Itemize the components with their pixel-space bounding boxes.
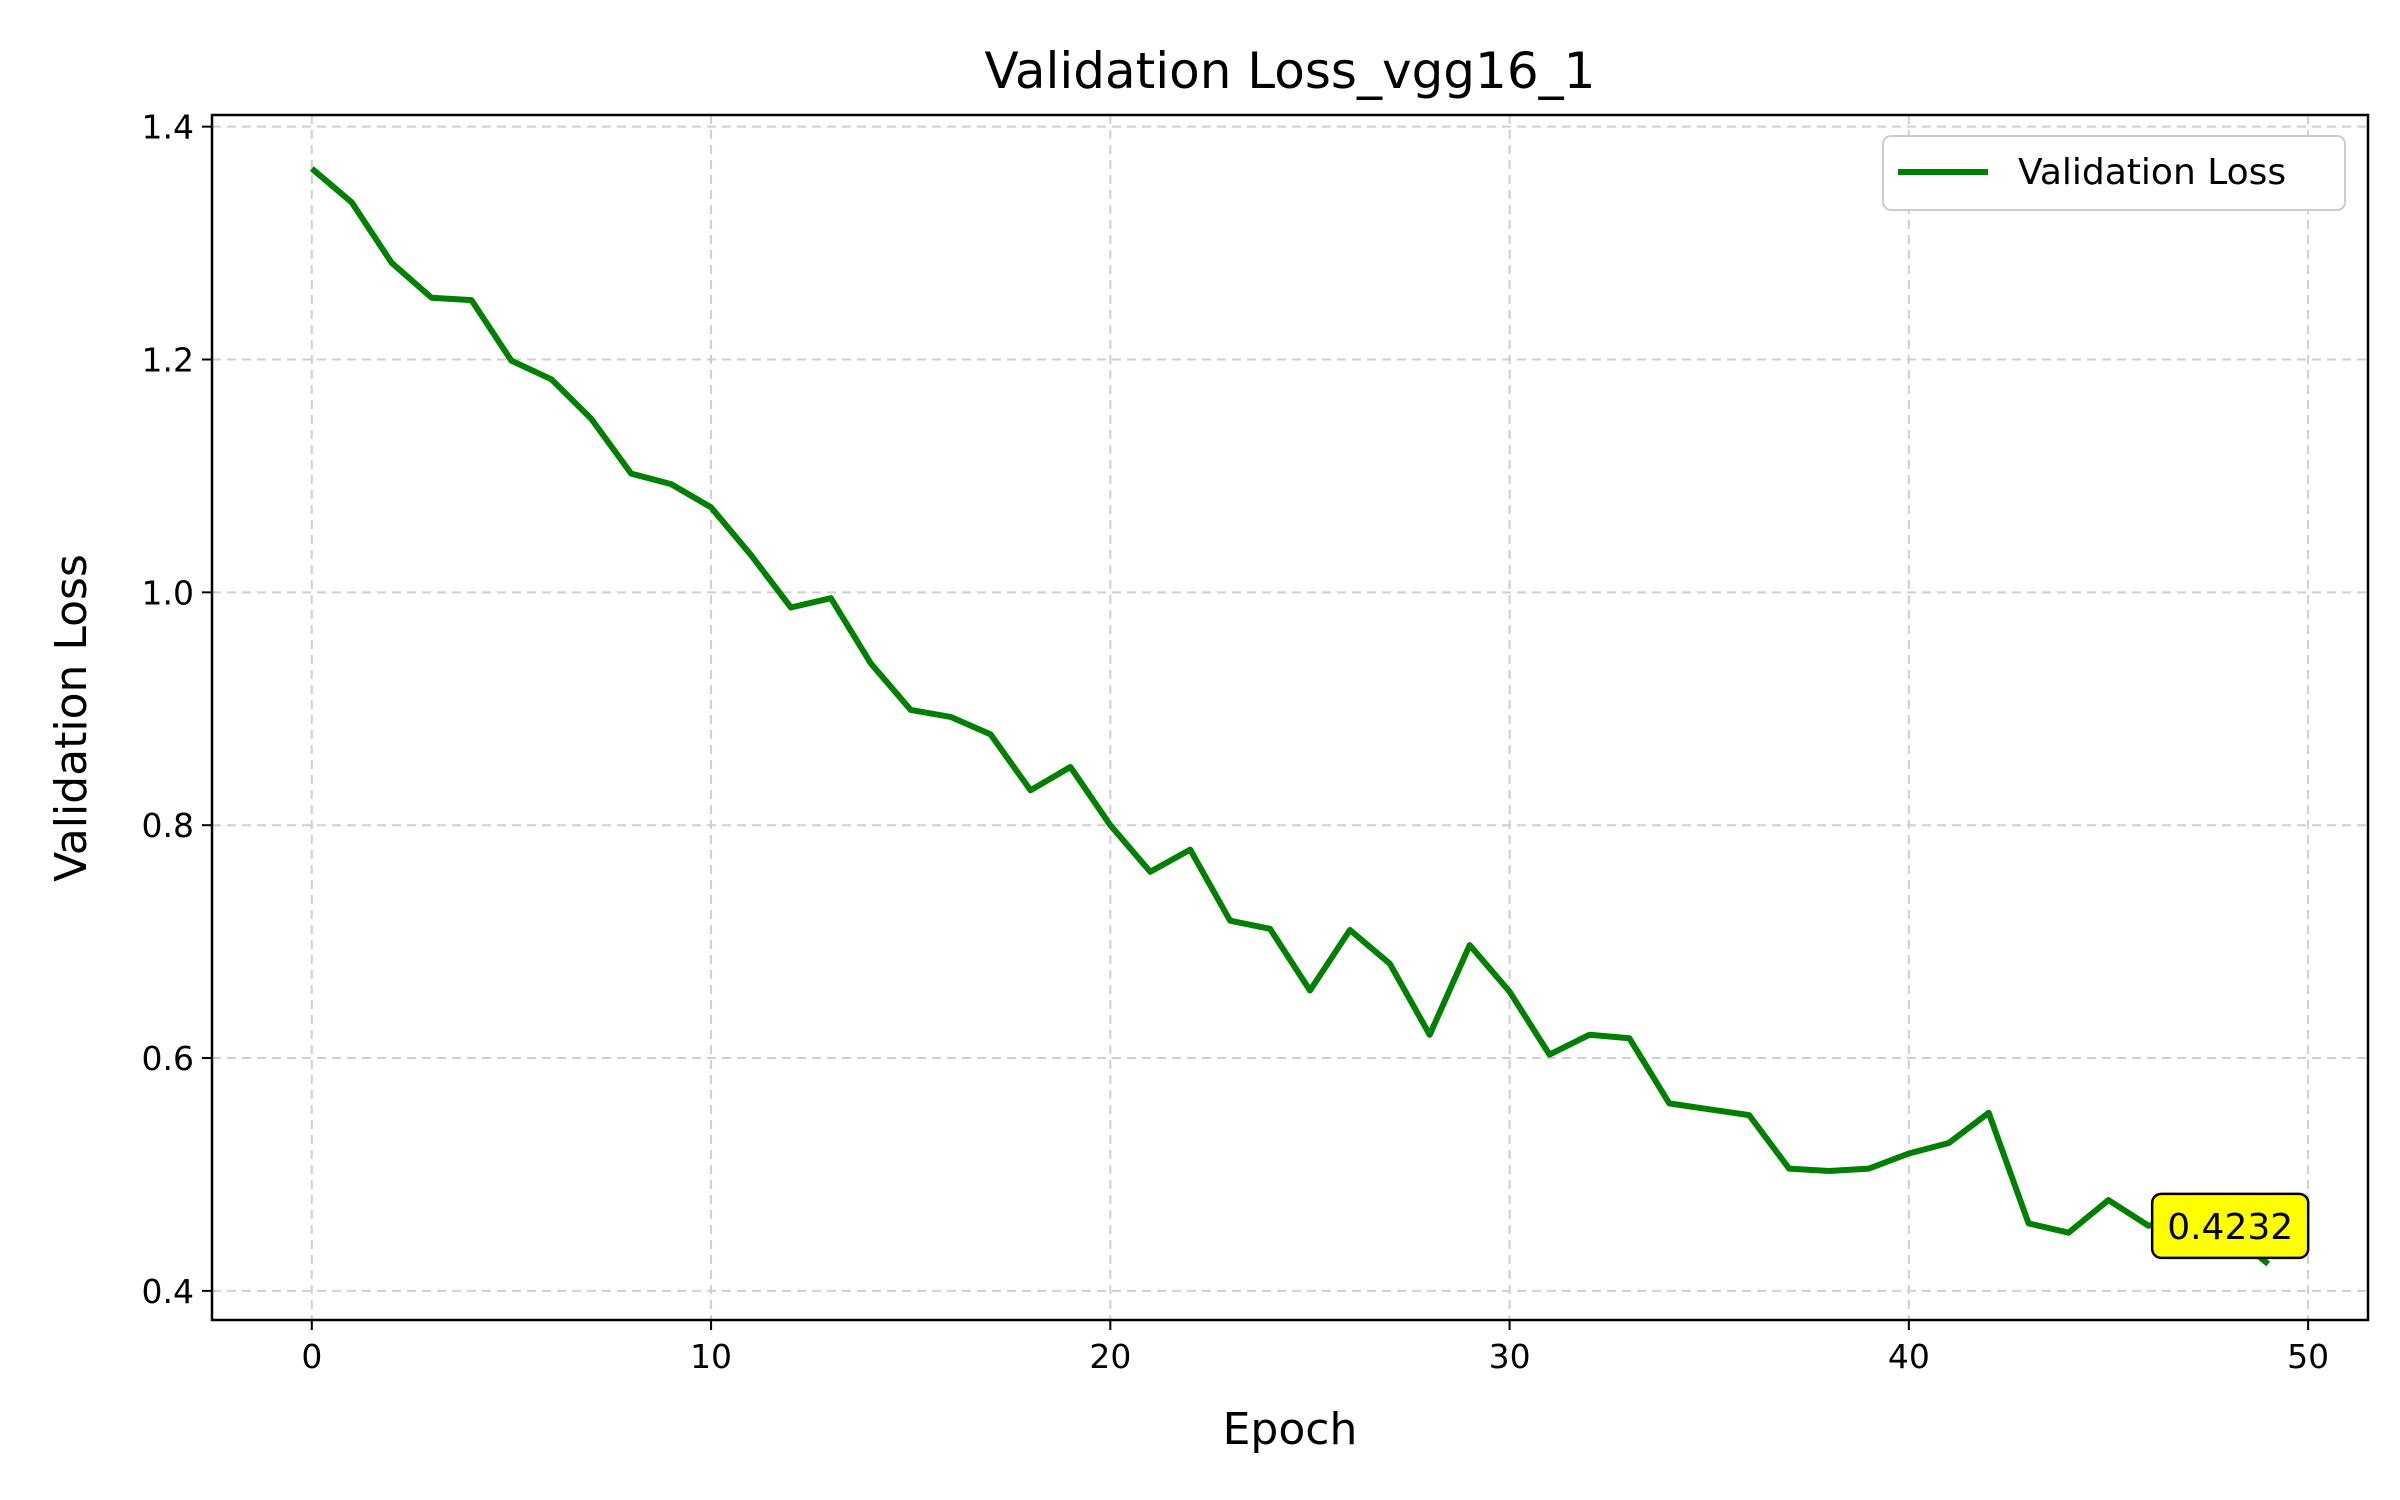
final-value-annotation-box [2150,1192,2310,1260]
x-tick-label: 50 [2287,1337,2329,1376]
final-value-annotation: 0.4232 [2167,1207,2293,1248]
x-axis-label: Epoch [1223,1404,1358,1455]
y-tick-label: 0.8 [142,806,194,845]
series-line-validation-loss [309,166,2271,1267]
series-layer [309,166,2271,1267]
chart-title: Validation Loss_vgg16_1 [985,42,1596,100]
y-tick-label: 1.2 [142,340,194,379]
legend-label-validation-loss: Validation Loss [2018,152,2286,193]
x-tick-label: 30 [1489,1337,1531,1376]
x-tick-label: 10 [690,1337,732,1376]
x-tick-label: 40 [1888,1337,1930,1376]
y-axis-label: Validation Loss [46,554,97,882]
grid [212,115,2368,1320]
plot-area-frame [210,113,2370,1322]
x-tick-label: 0 [301,1337,322,1376]
y-tick-label: 1.0 [142,573,194,612]
annotation-layer: 0.4232 [2150,1192,2310,1260]
legend: Validation Loss [1882,135,2346,211]
y-tick-label: 1.4 [142,108,194,147]
axis-ticks: 0 10 20 30 40 50 0.4 0.6 0.8 1.0 1.2 1.4 [142,108,2330,1376]
legend-frame [1882,135,2346,211]
y-tick-label: 0.6 [142,1039,194,1078]
x-tick-label: 20 [1089,1337,1131,1376]
y-tick-label: 0.4 [142,1272,194,1311]
